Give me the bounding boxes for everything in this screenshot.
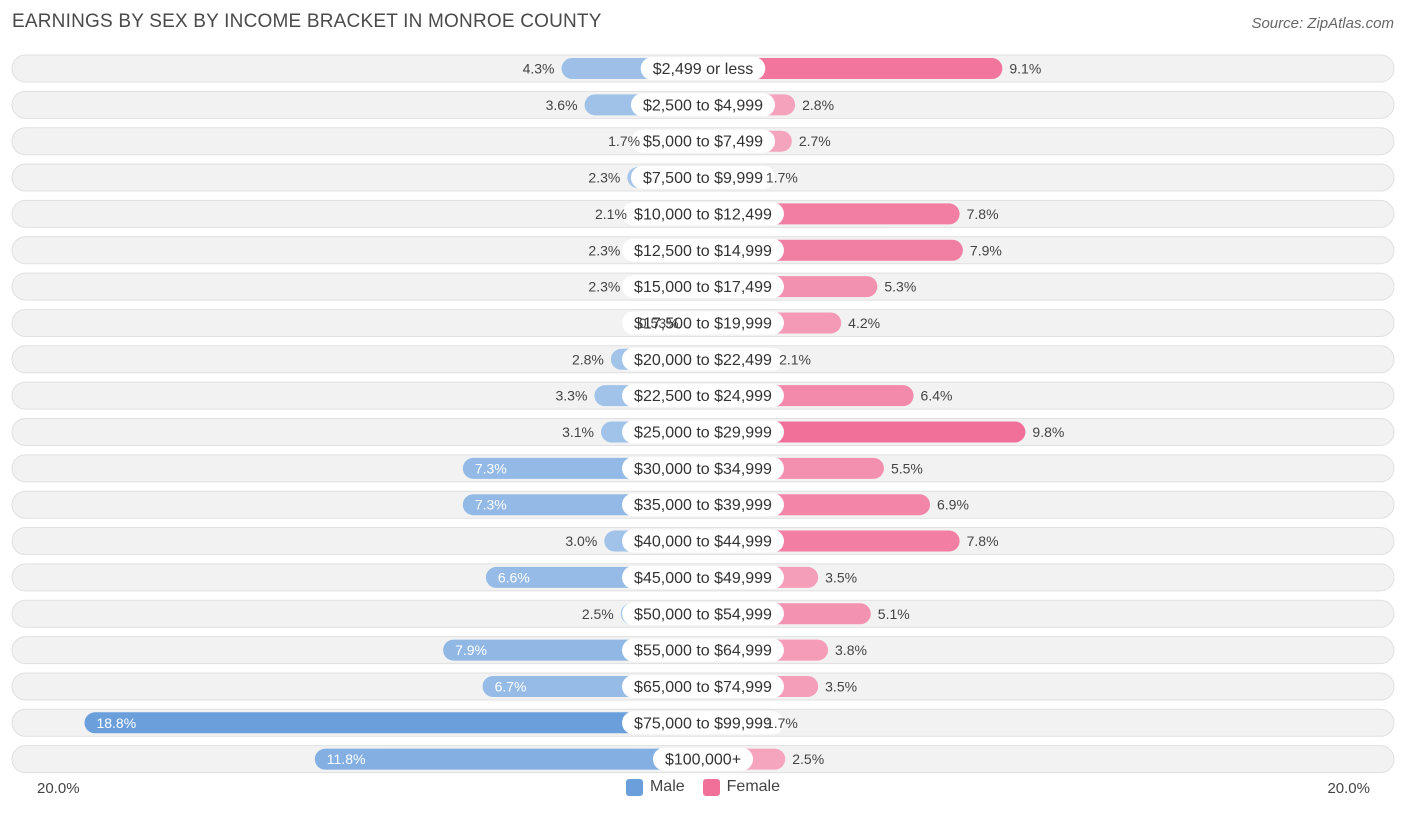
category-pill <box>622 456 784 480</box>
category-label: $50,000 to $54,999 <box>634 606 772 623</box>
category-label: $2,500 to $4,999 <box>643 97 763 114</box>
male-value-label: 1.7% <box>608 133 640 149</box>
category-label: $25,000 to $29,999 <box>634 425 772 442</box>
female-value-label: 6.4% <box>921 388 953 404</box>
male-value-label: 0.53% <box>639 315 679 331</box>
category-pill <box>630 93 776 117</box>
category-pill <box>622 311 784 335</box>
legend-label-female: Female <box>726 778 781 795</box>
male-value-label: 2.1% <box>595 206 627 222</box>
male-bar <box>84 712 704 734</box>
female-value-label: 5.3% <box>884 279 916 295</box>
female-value-label: 9.8% <box>1032 424 1064 440</box>
category-label: $15,000 to $17,499 <box>634 279 772 296</box>
male-value-label: 11.8% <box>327 751 366 767</box>
legend-label-male: Male <box>649 778 685 795</box>
male-value-label: 3.6% <box>546 97 578 113</box>
category-pill <box>630 129 776 153</box>
male-value-label: 18.8% <box>96 715 136 731</box>
category-pill <box>622 420 784 444</box>
male-value-label: 2.3% <box>588 279 620 295</box>
female-value-label: 3.5% <box>825 678 857 694</box>
category-pill <box>622 493 784 517</box>
female-value-label: 9.1% <box>1009 61 1041 77</box>
male-value-label: 7.3% <box>475 497 507 513</box>
female-value-label: 2.5% <box>792 751 824 767</box>
category-label: $7,500 to $9,999 <box>643 170 763 187</box>
category-label: $65,000 to $74,999 <box>634 679 772 696</box>
axis-right-label: 20.0% <box>1327 780 1370 797</box>
category-pill <box>640 57 766 80</box>
category-label: $55,000 to $64,999 <box>634 643 772 660</box>
category-pill <box>622 529 784 553</box>
category-label: $100,000+ <box>665 752 741 769</box>
male-value-label: 2.3% <box>588 242 620 258</box>
category-label: $30,000 to $34,999 <box>634 461 772 478</box>
female-value-label: 1.7% <box>766 715 798 731</box>
source-attribution: Source: ZipAtlas.com <box>1251 15 1394 32</box>
axis-left-label: 20.0% <box>37 780 80 797</box>
category-label: $20,000 to $22,499 <box>634 352 772 369</box>
category-pill <box>622 347 784 371</box>
male-value-label: 6.6% <box>498 569 530 585</box>
category-label: $2,499 or less <box>653 61 754 78</box>
male-value-label: 2.3% <box>588 170 620 186</box>
category-pill <box>622 384 784 408</box>
male-value-label: 7.9% <box>455 642 487 658</box>
female-value-label: 6.9% <box>937 497 969 513</box>
category-label: $12,500 to $14,999 <box>634 243 772 260</box>
category-pill <box>622 602 784 626</box>
male-value-label: 4.3% <box>523 61 555 77</box>
category-label: $10,000 to $12,499 <box>634 206 772 223</box>
female-value-label: 1.7% <box>766 170 798 186</box>
female-value-label: 7.8% <box>967 206 999 222</box>
male-bar <box>314 748 703 770</box>
legend-swatch-male <box>625 778 643 796</box>
female-value-label: 4.2% <box>848 315 880 331</box>
category-label: $17,500 to $19,999 <box>634 315 772 332</box>
male-value-label: 3.1% <box>562 424 594 440</box>
legend-item-male[interactable]: Male <box>625 778 685 796</box>
category-pill <box>622 202 784 226</box>
male-value-label: 6.7% <box>495 678 527 694</box>
female-value-label: 2.8% <box>802 97 834 113</box>
category-pill <box>652 747 754 771</box>
legend-swatch-female <box>702 778 720 796</box>
category-pill <box>630 166 776 190</box>
female-bar <box>703 421 1026 443</box>
legend: Male Female <box>0 778 1406 796</box>
male-value-label: 3.3% <box>556 388 588 404</box>
female-value-label: 2.7% <box>799 133 831 149</box>
category-label: $5,000 to $7,499 <box>643 134 763 151</box>
category-pill <box>622 674 784 698</box>
category-pill <box>622 638 784 662</box>
chart-title: EARNINGS BY SEX BY INCOME BRACKET IN MON… <box>12 11 602 32</box>
male-value-label: 2.5% <box>582 606 614 622</box>
category-pill <box>622 565 784 589</box>
category-pill <box>622 275 784 299</box>
female-value-label: 3.8% <box>835 642 867 658</box>
category-label: $40,000 to $44,999 <box>634 534 772 551</box>
category-label: $22,500 to $24,999 <box>634 388 772 405</box>
female-value-label: 2.1% <box>779 351 811 367</box>
category-pill <box>622 238 784 262</box>
female-value-label: 7.9% <box>970 242 1002 258</box>
male-value-label: 2.8% <box>572 351 604 367</box>
category-pill <box>622 711 784 735</box>
female-value-label: 5.1% <box>878 606 910 622</box>
male-value-label: 7.3% <box>475 460 507 476</box>
category-label: $35,000 to $39,999 <box>634 497 772 514</box>
legend-item-female[interactable]: Female <box>702 778 781 796</box>
female-value-label: 5.5% <box>891 460 923 476</box>
female-bar <box>703 58 1003 79</box>
male-value-label: 3.0% <box>565 533 597 549</box>
female-value-label: 3.5% <box>825 569 857 585</box>
category-label: $45,000 to $49,999 <box>634 570 772 587</box>
category-label: $75,000 to $99,999 <box>634 715 772 732</box>
female-value-label: 7.8% <box>967 533 999 549</box>
